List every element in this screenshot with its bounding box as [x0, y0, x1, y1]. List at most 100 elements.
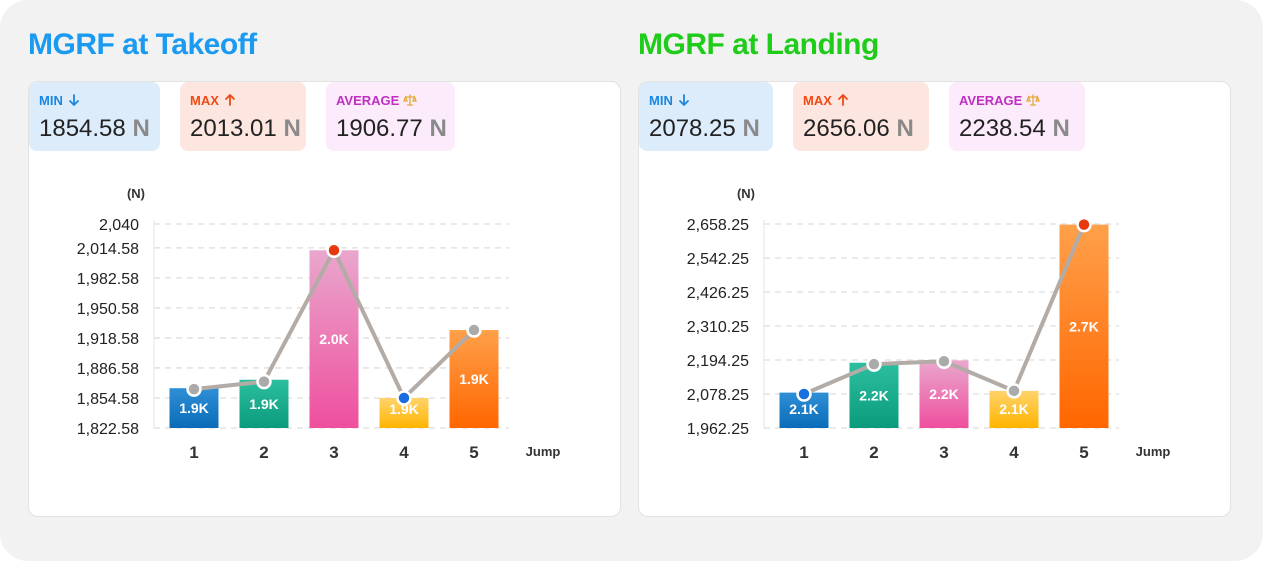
y-tick-label: 1,854.58 — [77, 391, 139, 408]
bar-value-label: 2.7K — [1069, 318, 1099, 334]
x-tick-label: 4 — [1009, 443, 1019, 462]
x-axis-label: Jump — [526, 444, 561, 459]
line-point-jump-1[interactable] — [796, 386, 812, 402]
line-point-jump-3[interactable] — [936, 353, 952, 369]
stat-max-label: MAX — [190, 92, 296, 108]
stat-value: 2238.54 — [959, 115, 1046, 142]
stat-unit: N — [132, 115, 150, 142]
line-point-jump-5[interactable] — [1076, 216, 1092, 233]
y-unit-label: (N) — [127, 186, 145, 201]
y-tick-label: 1,950.58 — [77, 301, 139, 318]
stat-min-value-row: 2078.25 N — [649, 115, 763, 143]
y-tick-label: 1,822.58 — [77, 421, 139, 438]
x-tick-label: 1 — [189, 443, 198, 462]
stat-average: AVERAGE 1906.77 N — [326, 82, 455, 151]
bar-value-label: 2.2K — [859, 387, 889, 403]
stat-min-value-row: 1854.58 N — [39, 115, 150, 143]
x-tick-label: 3 — [939, 443, 948, 462]
bar-value-label: 1.9K — [389, 401, 419, 417]
stat-max: MAX 2013.01 N — [180, 82, 306, 151]
stat-max-value-row: 2013.01 N — [190, 115, 301, 143]
balance-scale-icon — [1026, 94, 1041, 106]
stat-average-label: AVERAGE — [959, 92, 1075, 108]
chart-card-landing: MIN 2078.25 N MAX 2656.06 N AVERAGE — [638, 81, 1231, 517]
bar-line-chart-takeoff: (N) 2,040 2,014.58 1,982.58 1,950.58 1,918.58… — [77, 186, 561, 462]
x-tick-label: 1 — [799, 443, 808, 462]
stat-value: 2656.06 — [803, 115, 890, 142]
x-tick-label: 5 — [1079, 443, 1088, 462]
stat-average-label: AVERAGE — [336, 92, 445, 108]
stat-unit: N — [742, 115, 760, 142]
line-point-jump-2[interactable] — [866, 356, 882, 372]
y-tick-label: 2,014.58 — [77, 241, 139, 258]
stat-min: MIN 2078.25 N — [639, 82, 773, 151]
y-tick-label: 2,078.25 — [687, 387, 749, 404]
x-tick-label: 4 — [399, 443, 409, 462]
y-tick-label: 1,982.58 — [77, 271, 139, 288]
y-unit-label: (N) — [737, 186, 755, 201]
stat-value: 2078.25 — [649, 115, 736, 142]
line-point-jump-4[interactable] — [1006, 383, 1022, 399]
stat-value: 1854.58 — [39, 115, 126, 142]
line-point-jump-2[interactable] — [256, 373, 272, 390]
bar-value-label: 2.2K — [929, 386, 959, 402]
stat-unit: N — [1052, 115, 1070, 142]
bar-value-label: 2.1K — [789, 401, 819, 417]
bar-jump-2[interactable] — [849, 362, 899, 428]
stat-value: 2013.01 — [190, 115, 277, 142]
bar-jump-3[interactable] — [919, 360, 969, 428]
stat-max-value-row: 2656.06 N — [803, 115, 919, 143]
stat-label-text: MAX — [190, 92, 219, 108]
panel-title-landing: MGRF at Landing — [638, 28, 879, 61]
bar-value-label: 2.0K — [319, 331, 349, 347]
y-tick-label: 2,194.25 — [687, 353, 749, 370]
line-point-jump-1[interactable] — [186, 381, 202, 397]
y-tick-label: 1,886.58 — [77, 361, 139, 378]
x-tick-label: 5 — [469, 443, 478, 462]
y-tick-label: 2,040 — [99, 217, 139, 234]
x-tick-label: 3 — [329, 443, 338, 462]
stat-label-text: AVERAGE — [336, 92, 400, 108]
stat-min-label: MIN — [649, 92, 763, 108]
stat-average: AVERAGE 2238.54 N — [949, 82, 1085, 151]
bar-value-label: 2.1K — [999, 401, 1029, 417]
stat-unit: N — [283, 115, 301, 142]
stat-min-label: MIN — [39, 92, 150, 108]
stat-average-value-row: 1906.77 N — [336, 115, 447, 143]
arrow-down-icon — [678, 94, 689, 106]
arrow-down-icon — [68, 94, 79, 106]
bar-value-label: 1.9K — [459, 371, 489, 387]
chart-card-takeoff: MIN 1854.58 N MAX 2013.01 N AVERAGE — [28, 81, 621, 517]
x-tick-label: 2 — [259, 443, 268, 462]
stat-unit: N — [429, 115, 447, 142]
stat-unit: N — [896, 115, 914, 142]
stat-label-text: MIN — [39, 92, 63, 108]
bar-value-label: 1.9K — [179, 400, 209, 416]
stat-average-value-row: 2238.54 N — [959, 115, 1075, 143]
bar-line-chart-landing: (N) 2,658.25 2,542.25 2,426.25 2,310.25 2,194… — [687, 186, 1171, 462]
stat-label-text: MAX — [803, 92, 832, 108]
y-tick-label: 2,310.25 — [687, 319, 749, 336]
line-point-jump-5[interactable] — [466, 322, 482, 338]
x-axis-label: Jump — [1136, 444, 1171, 459]
stat-min: MIN 1854.58 N — [29, 82, 160, 151]
y-tick-label: 1,962.25 — [687, 421, 749, 438]
line-point-jump-4[interactable] — [396, 390, 412, 406]
arrow-up-icon — [837, 94, 848, 106]
y-tick-label: 2,426.25 — [687, 285, 749, 302]
bar-value-label: 1.9K — [249, 396, 279, 412]
line-point-jump-3[interactable] — [326, 242, 342, 259]
x-tick-label: 2 — [869, 443, 878, 462]
arrow-up-icon — [224, 94, 235, 106]
stat-value: 1906.77 — [336, 115, 423, 142]
stat-label-text: AVERAGE — [959, 92, 1023, 108]
balance-scale-icon — [403, 94, 418, 106]
y-tick-label: 2,658.25 — [687, 217, 749, 234]
stat-label-text: MIN — [649, 92, 673, 108]
stat-max: MAX 2656.06 N — [793, 82, 929, 151]
stat-max-label: MAX — [803, 92, 919, 108]
panel-title-takeoff: MGRF at Takeoff — [28, 28, 257, 61]
y-tick-label: 2,542.25 — [687, 251, 749, 268]
y-tick-label: 1,918.58 — [77, 331, 139, 348]
